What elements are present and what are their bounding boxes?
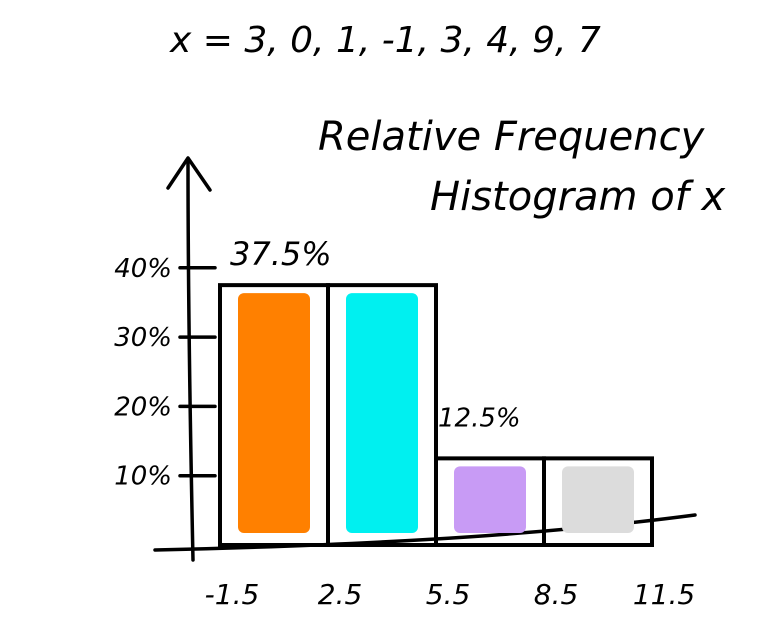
bar-2 xyxy=(326,283,438,547)
y-tick-label-2: 20% xyxy=(114,392,172,422)
x-tick-label-3: 5.5 xyxy=(426,578,471,611)
bar-fill-4 xyxy=(562,466,634,533)
x-tick-label-2: 2.5 xyxy=(318,578,363,611)
chart-title-line2: Histogram of x xyxy=(430,174,725,220)
x-tick-label-4: 8.5 xyxy=(534,578,579,611)
bar-fill-2 xyxy=(346,293,418,533)
bar-fill-1 xyxy=(238,293,310,533)
annotation-12-5: 12.5% xyxy=(438,403,521,433)
chart-title-line1: Relative Frequency xyxy=(318,114,706,160)
y-axis-line xyxy=(186,158,195,562)
y-axis-arrowhead xyxy=(166,156,212,192)
y-tick-label-3: 30% xyxy=(114,323,172,353)
y-tick-label-1: 10% xyxy=(114,462,172,492)
x-tick-label-5: 11.5 xyxy=(633,578,695,611)
y-tick-label-4: 40% xyxy=(114,254,172,284)
bar-fill-3 xyxy=(454,466,526,533)
plot-area: 10% 20% 30% 40% -1.5 2.5 5.5 8.5 11.5 37.5% 12.5% xyxy=(114,156,697,611)
x-tick-label-1: -1.5 xyxy=(205,578,260,611)
annotation-37-5: 37.5% xyxy=(230,235,332,273)
bar-4 xyxy=(542,456,654,547)
dataset-line: x = 3, 0, 1, -1, 3, 4, 9, 7 xyxy=(169,20,601,61)
